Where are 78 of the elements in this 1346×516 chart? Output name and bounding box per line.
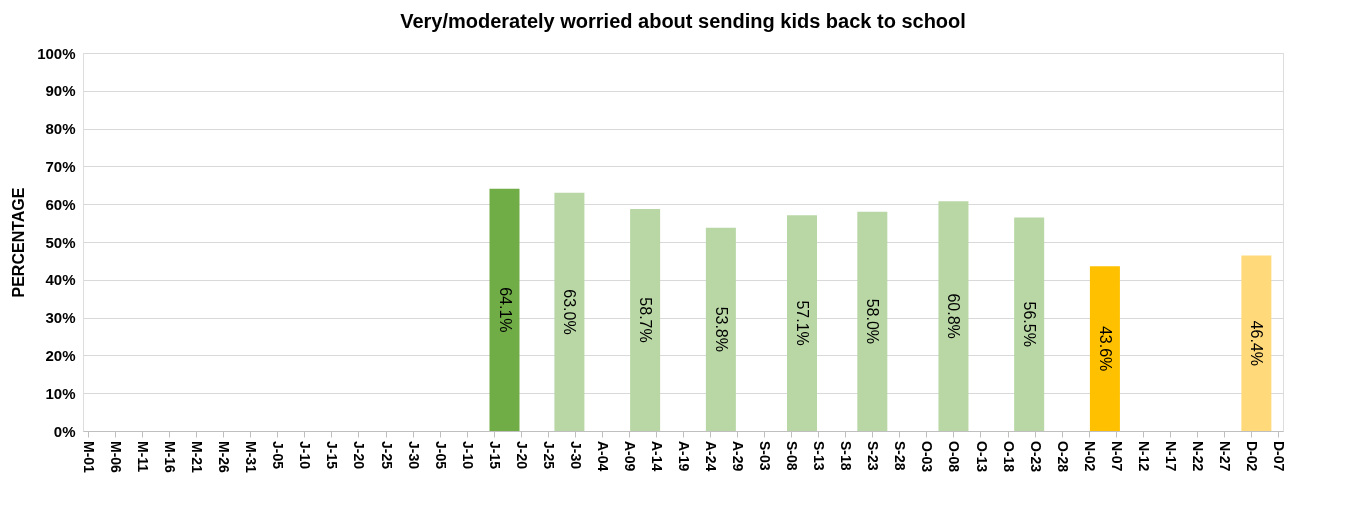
- x-tick-label: M-26: [216, 441, 233, 474]
- data-label: 56.5%: [1021, 301, 1039, 347]
- x-tick-label: J-30: [405, 441, 422, 470]
- bar: [938, 201, 969, 431]
- x-tick-label: D-07: [1271, 441, 1287, 472]
- data-label: 57.1%: [794, 300, 811, 346]
- x-tick-label: M-21: [189, 441, 206, 474]
- data-label: 60.8%: [945, 293, 963, 339]
- bar: [705, 227, 736, 431]
- bar: [554, 192, 585, 431]
- x-tick-label: A-04: [594, 441, 611, 472]
- y-tick-label: 90%: [45, 82, 76, 100]
- x-tick-label: J-30: [567, 441, 584, 470]
- bar: [857, 211, 888, 431]
- x-tick-label: A-24: [703, 441, 720, 472]
- x-tick-label: J-25: [378, 441, 395, 470]
- x-tick-label: N-27: [1216, 441, 1233, 472]
- data-label: 64.1%: [496, 287, 514, 333]
- y-tick-label: 20%: [45, 346, 76, 364]
- x-tick-label: J-05: [270, 441, 287, 470]
- data-label: 63.0%: [561, 289, 579, 335]
- bar: [1014, 217, 1045, 431]
- y-tick-label: 70%: [45, 157, 76, 175]
- x-tick-label: M-01: [81, 441, 97, 474]
- x-tick-label: J-05: [432, 441, 449, 470]
- x-tick-label: J-15: [324, 441, 341, 470]
- bar: [1241, 255, 1272, 431]
- y-tick-label: 10%: [45, 384, 76, 402]
- x-tick-label: A-29: [730, 441, 747, 472]
- y-tick-label: 0%: [53, 422, 76, 440]
- y-tick-label: 60%: [45, 195, 76, 213]
- x-tick-label: O-18: [1000, 441, 1017, 473]
- x-tick-label: S-23: [865, 441, 882, 471]
- bar: [489, 188, 520, 431]
- data-label: 43.6%: [1096, 325, 1114, 372]
- x-tick-label: N-22: [1189, 441, 1206, 472]
- x-tick-label: A-09: [621, 441, 638, 472]
- x-tick-label: S-18: [838, 441, 855, 471]
- x-tick-label: A-19: [676, 441, 692, 472]
- x-tick-label: S-28: [892, 441, 909, 471]
- x-tick-label: O-28: [1054, 441, 1071, 473]
- bar: [1089, 266, 1120, 431]
- x-tick-label: A-14: [648, 441, 665, 472]
- x-tick-label: J-20: [513, 441, 530, 470]
- data-label: 58.0%: [864, 298, 882, 345]
- x-tick-label: J-25: [540, 441, 557, 470]
- y-tick-label: 80%: [45, 120, 76, 138]
- x-tick-label: N-07: [1108, 441, 1125, 472]
- x-tick-label: S-08: [784, 441, 801, 471]
- chart-title: Very/moderately worried about sending kids back to school: [400, 10, 966, 32]
- x-tick-label: O-08: [946, 441, 963, 473]
- x-tick-label: M-06: [108, 441, 125, 474]
- x-tick-label: S-13: [811, 441, 828, 471]
- bar: [787, 215, 817, 431]
- x-tick-label: J-10: [459, 441, 476, 470]
- data-label: 58.7%: [637, 297, 655, 343]
- x-tick-label: D-02: [1243, 441, 1260, 472]
- x-tick-label: N-12: [1135, 441, 1152, 472]
- y-tick-label: 100%: [37, 44, 76, 62]
- bar: [630, 209, 661, 431]
- x-tick-label: O-13: [973, 441, 990, 473]
- x-tick-label: S-03: [757, 441, 774, 471]
- data-label: 53.8%: [712, 306, 730, 353]
- y-tick-label: 30%: [45, 309, 76, 327]
- x-tick-label: J-20: [351, 441, 368, 470]
- x-tick-label: J-15: [486, 441, 503, 470]
- x-tick-label: M-31: [243, 441, 260, 474]
- y-axis-title: PERCENTAGE: [10, 187, 28, 298]
- y-tick-label: 50%: [45, 233, 76, 251]
- x-tick-label: N-02: [1081, 441, 1098, 472]
- x-tick-label: O-23: [1027, 441, 1044, 473]
- x-tick-label: J-10: [297, 441, 314, 470]
- x-tick-label: M-16: [162, 441, 179, 474]
- x-tick-label: O-03: [919, 441, 936, 473]
- data-label: 46.4%: [1248, 320, 1266, 366]
- x-tick-label: M-11: [135, 441, 152, 473]
- x-tick-label: N-17: [1162, 441, 1179, 472]
- y-tick-label: 40%: [45, 271, 76, 289]
